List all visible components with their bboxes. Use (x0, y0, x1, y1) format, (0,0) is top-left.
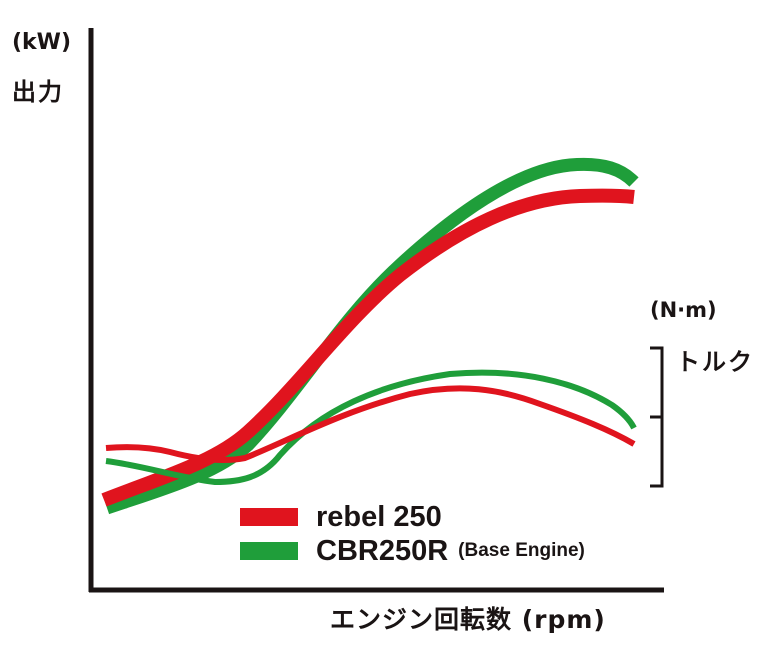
legend-label: CBR250R (316, 534, 449, 567)
legend-sublabel: (Base Engine) (458, 540, 585, 561)
legend-swatch-green (240, 542, 298, 560)
x-axis-label: エンジン回転数 (rpm) (330, 605, 606, 634)
legend-swatch-red (240, 508, 298, 526)
legend-label: rebel 250 (316, 500, 442, 533)
y-axis-right-unit: (N·m) (650, 298, 717, 322)
cbr250r-torque-curve (105, 369, 637, 486)
y-axis-left-label: 出力 (12, 78, 64, 106)
legend-item-cbr250r: CBR250R (Base Engine) (240, 534, 585, 567)
y-axis-left-unit: (kW) (12, 30, 72, 55)
rebel250-torque-curve (105, 385, 636, 463)
y-axis-right-label: トルク (676, 348, 754, 376)
legend-item-rebel250: rebel 250 (240, 500, 442, 533)
y-axis-right-bracket (650, 346, 664, 488)
